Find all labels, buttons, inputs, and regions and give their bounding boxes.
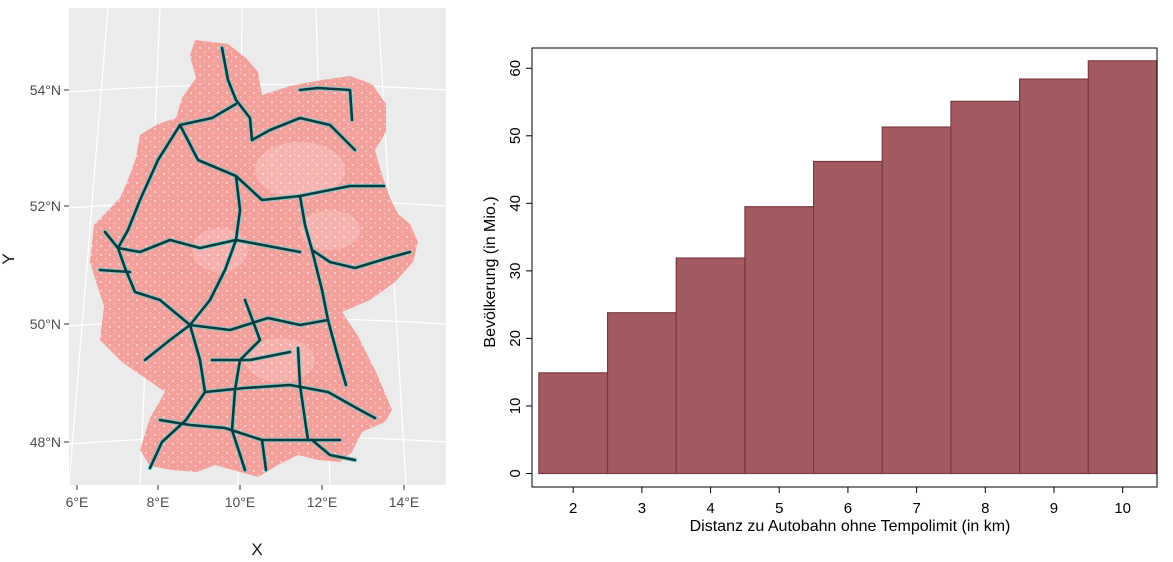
map-x-tick-label: 14°E	[389, 494, 420, 510]
map-x-tick-label: 6°E	[66, 494, 89, 510]
bar	[812, 160, 883, 475]
bar	[881, 126, 952, 475]
bar	[1087, 60, 1158, 475]
map-x-tick-label: 8°E	[147, 494, 170, 510]
map-y-tick-label: 54°N	[30, 82, 61, 98]
population-bar-chart: 0 10 20 30 40 50 60 2 3 4 5 6 7 8 9 10 Distanz zu Auto…	[482, 47, 1158, 535]
bar	[675, 257, 746, 475]
map-x-ticks: 6°E 8°E 10°E 12°E 14°E	[66, 485, 420, 510]
bar	[606, 312, 677, 475]
germany-map: 54°N 52°N 50°N 48°N 6°E 8°E 10°E 12°E 14°E X Y	[0, 7, 447, 559]
x-ticks: 2 3 4 5 6 7 8 9 10	[569, 487, 1131, 517]
x-tick-label: 2	[569, 500, 577, 517]
y-tick-label: 0	[507, 469, 524, 477]
map-y-axis-label: Y	[0, 253, 18, 264]
map-x-tick-label: 10°E	[225, 494, 256, 510]
map-y-tick-label: 52°N	[30, 198, 61, 214]
bar	[1019, 78, 1089, 475]
y-tick-label: 40	[507, 195, 524, 212]
y-ticks: 0 10 20 30 40 50 60	[507, 60, 532, 478]
bar	[744, 206, 815, 475]
autobahn-network	[97, 45, 413, 473]
plot-frame	[531, 47, 1158, 488]
x-tick-label: 5	[775, 500, 783, 517]
x-tick-label: 4	[706, 500, 714, 517]
map-x-tick-label: 12°E	[307, 494, 338, 510]
map-y-tick-label: 48°N	[30, 434, 61, 450]
map-x-axis-label: X	[251, 540, 262, 559]
x-tick-label: 10	[1114, 500, 1131, 517]
y-tick-label: 10	[507, 398, 524, 415]
bar	[538, 372, 609, 475]
bar	[950, 100, 1021, 475]
y-tick-label: 30	[507, 263, 524, 280]
x-tick-label: 7	[912, 500, 920, 517]
x-axis-label: Distanz zu Autobahn ohne Tempolimit (in …	[690, 518, 1011, 535]
x-tick-label: 6	[844, 500, 852, 517]
bars	[538, 60, 1158, 475]
y-axis-label: Bevölkerung (in Mio.)	[482, 196, 499, 347]
map-y-ticks: 54°N 52°N 50°N 48°N	[30, 82, 69, 450]
x-tick-label: 9	[1050, 500, 1058, 517]
x-tick-label: 8	[981, 500, 989, 517]
y-tick-label: 60	[507, 60, 524, 77]
y-tick-label: 20	[507, 330, 524, 347]
map-y-tick-label: 50°N	[30, 316, 61, 332]
x-tick-label: 3	[638, 500, 646, 517]
y-tick-label: 50	[507, 127, 524, 144]
population-area	[90, 40, 418, 477]
